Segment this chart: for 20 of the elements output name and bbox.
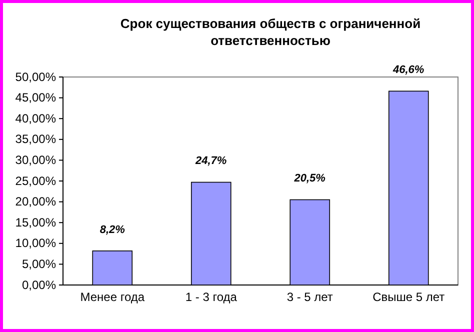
y-tick-label: 10,00% [15, 236, 56, 250]
y-tick-label: 25,00% [15, 174, 56, 188]
y-tick-label: 20,00% [15, 194, 56, 209]
chart-title: Срок существования обществ с ограниченной ответственностью [120, 16, 421, 48]
data-label: 8,2% [100, 224, 126, 236]
y-tick-label: 30,00% [15, 153, 56, 168]
data-label: 20,5% [293, 172, 326, 185]
x-tick-label: 1 - 3 года [185, 290, 238, 304]
y-tick-label: 15,00% [15, 215, 56, 230]
y-tick-label: 50,00% [15, 70, 56, 84]
x-tick-label: Свыше 5 лет [372, 290, 446, 304]
y-tick-label: 40,00% [15, 111, 56, 126]
data-label: 24,7% [194, 155, 227, 168]
data-label: 46,6% [392, 64, 424, 76]
x-tick-label: 3 - 5 лет [286, 290, 334, 304]
y-tick-label: 5,00% [22, 257, 56, 272]
y-tick-label: 35,00% [15, 132, 56, 146]
y-tick-label: 45,00% [15, 90, 56, 105]
x-tick-label: Менее года [80, 290, 145, 304]
y-tick-label: 0,00% [22, 278, 56, 292]
